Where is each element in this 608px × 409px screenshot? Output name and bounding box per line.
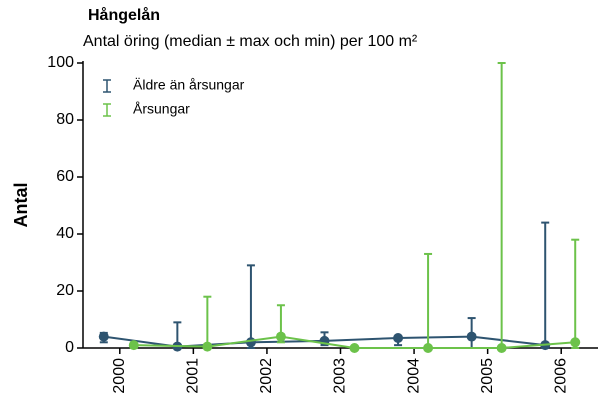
point [393,333,404,344]
y-axis-label: Antal [11,183,31,228]
y-tick-label: 100 [47,54,74,71]
point [202,341,213,352]
x-tick-label: 2005 [479,358,496,394]
x-tick-label: 2000 [111,358,128,394]
legend-label: Äldre än årsungar [133,77,245,93]
y-tick-label: 60 [56,168,74,185]
chart-subtitle: Antal öring (median ± max och min) per 1… [83,33,418,50]
y-tick-label: 0 [65,339,74,356]
point [423,343,434,353]
point [275,331,286,342]
point [245,337,256,348]
x-tick-label: 2002 [258,358,275,394]
y-tick-label: 40 [56,225,74,242]
point [349,343,360,353]
x-tick-label: 2004 [405,358,422,394]
y-tick-label: 80 [56,111,74,128]
x-tick-label: 2006 [552,358,569,394]
y-tick-label: 20 [56,282,74,299]
chart-title: Hångelån [88,6,160,24]
x-tick-label: 2003 [332,358,349,394]
point [496,343,507,353]
point [570,337,581,348]
legend-label: Årsungar [133,101,190,117]
x-tick-label: 2001 [185,358,202,394]
point [466,331,477,342]
point [128,340,139,351]
point [98,331,109,342]
